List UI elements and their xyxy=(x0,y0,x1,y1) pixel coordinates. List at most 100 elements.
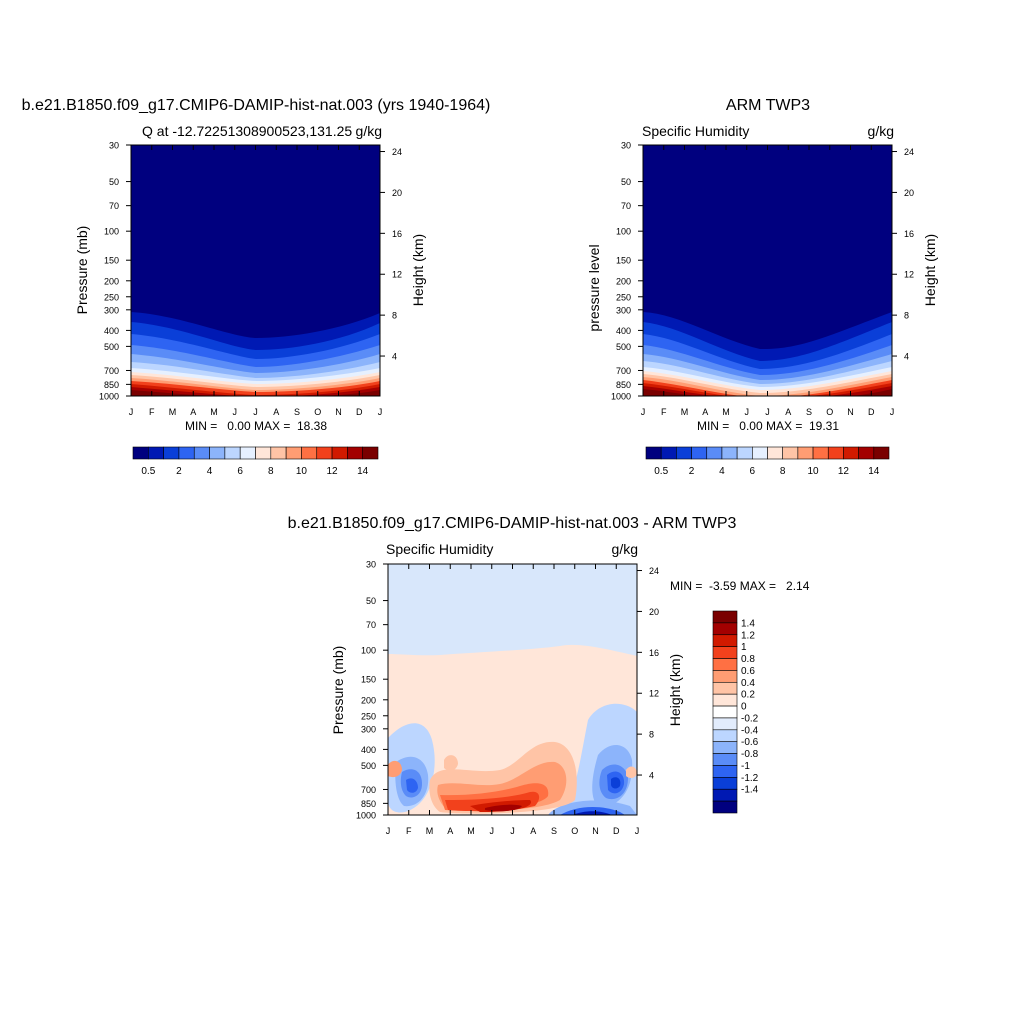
y-axis-left: 30 50 70 100 150 200 250 300 400 500 700 850 1000 xyxy=(356,560,388,821)
colorbar-swatch xyxy=(270,446,287,460)
y-tick-label: 500 xyxy=(616,342,631,352)
y-tick-label: 1000 xyxy=(356,811,376,821)
colorbar-swatch xyxy=(712,741,738,754)
y-right-tick-label: 12 xyxy=(904,270,914,280)
panel-subtitle-left: Specific Humidity xyxy=(386,541,493,557)
y-right-tick-label: 8 xyxy=(649,730,654,740)
y-tick-label: 150 xyxy=(361,675,376,685)
x-tick-label: J xyxy=(233,407,238,417)
min-max-stats: MIN = -3.59 MAX = 2.14 xyxy=(670,579,810,593)
y-axis-right: 24 20 16 12 8 4 xyxy=(380,147,402,362)
colorbar-label: 12 xyxy=(327,466,339,477)
y-tick-label: 400 xyxy=(616,326,631,336)
colorbar-swatch xyxy=(193,446,210,460)
colorbar-label: 6 xyxy=(750,466,756,477)
y-tick-label: 500 xyxy=(104,342,119,352)
y-tick-label: 850 xyxy=(616,380,631,390)
x-tick-label: A xyxy=(702,407,708,417)
y-right-tick-label: 4 xyxy=(392,352,397,362)
colorbar: 0.5 2 4 6 8 10 12 14 xyxy=(132,446,379,477)
colorbar-swatch xyxy=(285,446,302,460)
x-tick-label: N xyxy=(592,826,599,836)
x-tick-label: D xyxy=(356,407,363,417)
colorbar-label: 14 xyxy=(357,466,369,477)
panel-title: b.e21.B1850.f09_g17.CMIP6-DAMIP-hist-nat… xyxy=(22,97,491,114)
colorbar-swatch xyxy=(362,446,379,460)
y-right-tick-label: 20 xyxy=(904,188,914,198)
colorbar-swatch xyxy=(347,446,363,460)
x-tick-label: A xyxy=(190,407,196,417)
colorbar-label: 0.4 xyxy=(741,678,755,689)
y-axis-right: 24 20 16 12 8 4 xyxy=(892,147,914,362)
colorbar-swatch xyxy=(797,446,814,460)
y-tick-label: 700 xyxy=(361,785,376,795)
y-tick-label: 250 xyxy=(616,292,631,302)
colorbar-swatch xyxy=(712,681,738,695)
y-tick-label: 400 xyxy=(361,745,376,755)
colorbar-swatch xyxy=(224,446,241,460)
colorbar-swatch xyxy=(712,788,738,802)
x-tick-label: D xyxy=(868,407,875,417)
colorbar: 0.5 2 4 6 8 10 12 14 xyxy=(645,446,890,477)
colorbar-swatch xyxy=(239,446,256,460)
colorbar-swatch xyxy=(736,446,753,460)
y-tick-label: 50 xyxy=(109,177,119,187)
x-tick-label: N xyxy=(847,407,854,417)
contour-field xyxy=(643,145,892,396)
colorbar-label: 12 xyxy=(838,466,850,477)
y-tick-label: 1000 xyxy=(611,392,631,402)
y-tick-label: 150 xyxy=(616,256,631,266)
x-tick-label: A xyxy=(530,826,536,836)
y-tick-label: 100 xyxy=(616,227,631,237)
colorbar-swatch xyxy=(873,446,890,460)
y-tick-label: 300 xyxy=(616,305,631,315)
y-right-tick-label: 8 xyxy=(904,311,909,321)
y-tick-label: 30 xyxy=(366,560,376,570)
colorbar-swatch xyxy=(752,446,768,460)
colorbar-swatch xyxy=(712,670,738,683)
colorbar-swatch xyxy=(843,446,859,460)
colorbar-label: -1 xyxy=(741,761,750,772)
y-right-tick-label: 24 xyxy=(649,566,659,576)
colorbar-label: 1.4 xyxy=(741,618,755,629)
y-tick-label: 300 xyxy=(361,724,376,734)
panel-subtitle-left: Specific Humidity xyxy=(642,123,749,139)
y-right-tick-label: 4 xyxy=(904,352,909,362)
y-tick-label: 300 xyxy=(104,305,119,315)
colorbar-swatch xyxy=(858,446,875,460)
y-tick-label: 850 xyxy=(361,799,376,809)
y-right-tick-label: 4 xyxy=(649,771,654,781)
y-tick-label: 150 xyxy=(104,256,119,266)
colorbar-label: 10 xyxy=(808,466,820,477)
colorbar-label: 0.6 xyxy=(741,666,755,677)
colorbar-label: 8 xyxy=(780,466,786,477)
y-right-tick-label: 16 xyxy=(392,229,402,239)
colorbar-swatch xyxy=(676,446,692,460)
panel-model: b.e21.B1850.f09_g17.CMIP6-DAMIP-hist-nat… xyxy=(22,97,491,477)
x-tick-label: S xyxy=(294,407,300,417)
colorbar-label: 1 xyxy=(741,642,747,653)
x-tick-label: A xyxy=(273,407,279,417)
colorbar-label: 0.5 xyxy=(141,466,155,477)
y-right-tick-label: 20 xyxy=(649,607,659,617)
colorbar-label: 14 xyxy=(868,466,880,477)
min-max-stats: MIN = 0.00 MAX = 19.31 xyxy=(697,419,839,433)
panel-title: b.e21.B1850.f09_g17.CMIP6-DAMIP-hist-nat… xyxy=(288,515,737,532)
y-right-tick-label: 20 xyxy=(392,188,402,198)
colorbar-swatch xyxy=(712,777,738,790)
y-tick-label: 70 xyxy=(366,620,376,630)
y-tick-label: 50 xyxy=(621,177,631,187)
x-tick-label: J xyxy=(490,826,495,836)
colorbar-swatch xyxy=(712,646,738,659)
y-tick-label: 1000 xyxy=(99,392,119,402)
colorbar-swatch xyxy=(782,446,799,460)
colorbar-swatch xyxy=(301,446,318,460)
y-axis-right: 24 20 16 12 8 4 xyxy=(637,566,659,781)
x-tick-label: S xyxy=(551,826,557,836)
colorbar-swatch xyxy=(721,446,738,460)
colorbar-swatch xyxy=(660,446,677,460)
colorbar-swatch xyxy=(163,446,180,460)
colorbar-label: 4 xyxy=(207,466,213,477)
x-tick-label: J xyxy=(745,407,750,417)
